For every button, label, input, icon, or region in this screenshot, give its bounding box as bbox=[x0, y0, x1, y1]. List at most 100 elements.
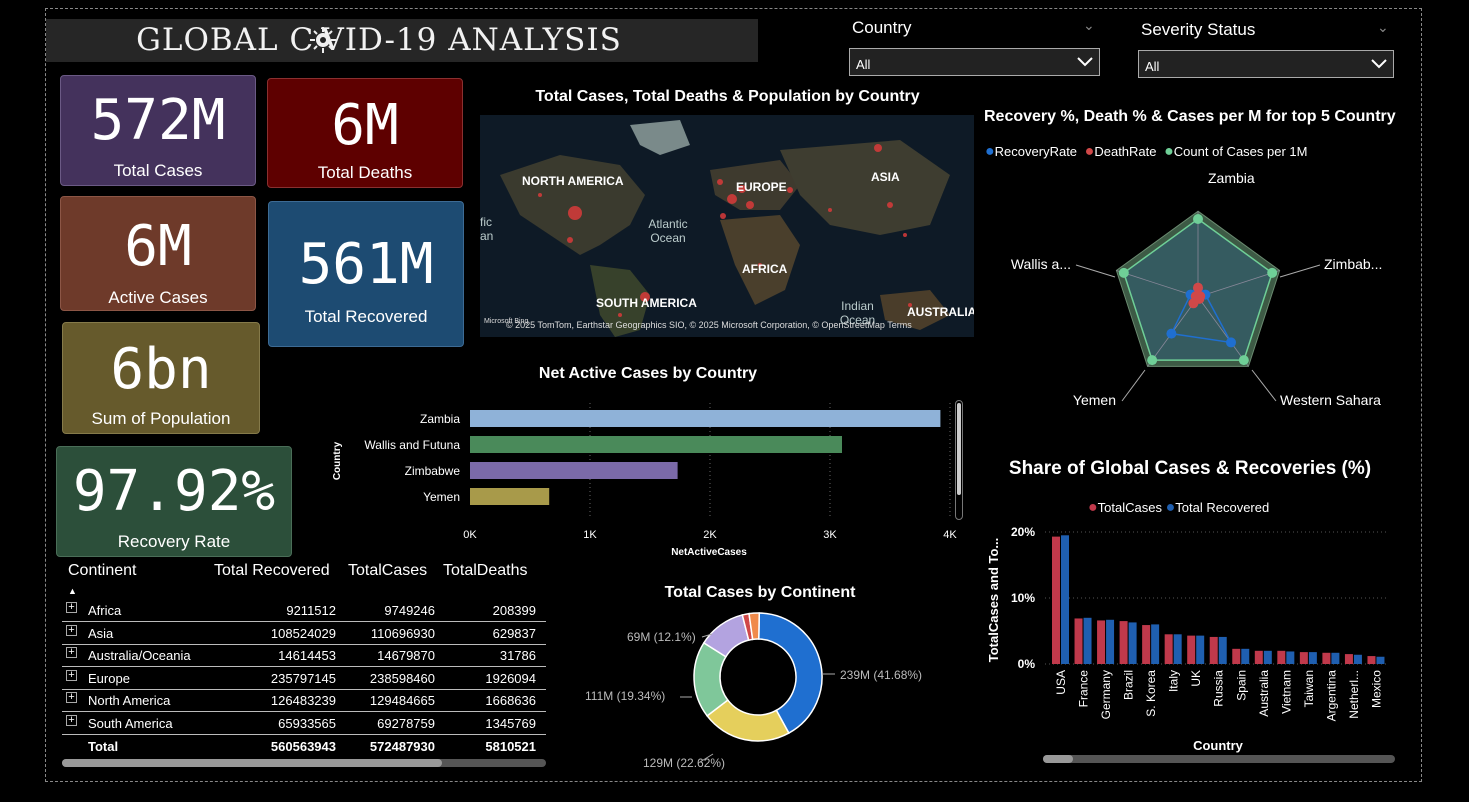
scrollbar-thumb[interactable] bbox=[62, 759, 442, 767]
donut-chart[interactable]: 239M (41.68%) 129M (22.62%) 111M (19.34%) 6… bbox=[570, 612, 960, 772]
column-bar[interactable] bbox=[1187, 635, 1196, 664]
bar-chart-scrollbar[interactable] bbox=[955, 400, 963, 520]
country-dropdown[interactable]: All bbox=[849, 48, 1100, 76]
chevron-down-icon[interactable]: ⌄ bbox=[1083, 18, 1095, 34]
table-row[interactable]: + Africa 9211512 9749246 208399 bbox=[62, 600, 546, 622]
expand-icon[interactable]: + bbox=[66, 669, 77, 681]
world-map[interactable]: NORTH AMERICA EUROPE ASIA Atlantic Ocean… bbox=[480, 115, 974, 337]
radar-point[interactable] bbox=[1267, 267, 1278, 278]
column-bar[interactable] bbox=[1322, 652, 1331, 664]
column-bar[interactable] bbox=[1367, 656, 1376, 664]
table-row[interactable]: + South America 65933565 69278759 1345769 bbox=[62, 713, 546, 735]
column-bar[interactable] bbox=[1209, 636, 1218, 664]
radar-legend: ●RecoveryRate ●DeathRate ●Count of Cases… bbox=[985, 143, 1307, 161]
column-bar[interactable] bbox=[1308, 652, 1317, 664]
column-bar[interactable] bbox=[1173, 634, 1182, 664]
column-chart-scrollbar[interactable] bbox=[1043, 755, 1395, 763]
column-bar[interactable] bbox=[1151, 624, 1160, 664]
expand-icon[interactable]: + bbox=[66, 647, 77, 659]
table-row[interactable]: + Europe 235797145 238598460 1926094 bbox=[62, 668, 546, 690]
radar-point[interactable] bbox=[1238, 355, 1249, 366]
radar-point[interactable] bbox=[1190, 291, 1201, 302]
column-bar[interactable] bbox=[1106, 619, 1115, 664]
column-bar[interactable] bbox=[1254, 650, 1263, 664]
expand-icon[interactable]: + bbox=[66, 602, 77, 613]
donut-slice[interactable] bbox=[757, 612, 823, 735]
column-bar[interactable] bbox=[1218, 636, 1227, 664]
column-header-continent[interactable]: Continent bbox=[68, 562, 137, 579]
donut-slice[interactable] bbox=[748, 612, 761, 641]
radar-chart[interactable]: Zambia Zimbab... Western Sahara Yemen Wallis… bbox=[990, 165, 1400, 415]
cell-continent: Europe bbox=[88, 670, 130, 686]
column-header-recovered[interactable]: Total Recovered bbox=[214, 562, 330, 579]
bar[interactable] bbox=[470, 436, 842, 453]
expand-icon[interactable]: + bbox=[66, 624, 77, 636]
column-bar[interactable] bbox=[1344, 654, 1353, 664]
net-active-bar-chart[interactable]: Zambia Wallis and Futuna Zimbabwe Yemen 0K 1K… bbox=[325, 398, 965, 563]
column-bar[interactable] bbox=[1128, 622, 1137, 664]
table-row[interactable]: + Asia 108524029 110696930 629837 bbox=[62, 623, 546, 645]
map-label-asia: ASIA bbox=[871, 170, 900, 184]
column-bar[interactable] bbox=[1061, 535, 1069, 664]
bar[interactable] bbox=[470, 488, 550, 505]
share-column-chart[interactable]: 0% 10% 20% USA France Germany Brazil S. Korea It… bbox=[980, 520, 1400, 755]
kpi-population[interactable]: 6bn Sum of Population bbox=[62, 322, 260, 434]
chevron-down-icon[interactable]: ⌄ bbox=[1377, 20, 1389, 36]
column-bar[interactable] bbox=[1119, 621, 1128, 664]
column-bar[interactable] bbox=[1074, 618, 1083, 664]
radar-point[interactable] bbox=[1226, 337, 1237, 348]
table-row[interactable]: + Australia/Oceania 14614453 14679870 31786 bbox=[62, 645, 546, 667]
cell-recovered: 108524029 bbox=[270, 625, 336, 641]
expand-icon[interactable]: + bbox=[66, 715, 77, 726]
column-bar[interactable] bbox=[1083, 617, 1092, 664]
slice-label: 239M (41.68%) bbox=[840, 668, 922, 682]
page-title: GLOBAL C VID-19 ANALYSIS bbox=[136, 22, 622, 58]
radar-axis-label: Zambia bbox=[1208, 170, 1255, 186]
column-bar[interactable] bbox=[1353, 654, 1362, 664]
kpi-total-deaths[interactable]: 6M Total Deaths bbox=[267, 78, 463, 188]
column-bar[interactable] bbox=[1241, 648, 1250, 664]
bar[interactable] bbox=[470, 410, 941, 427]
cell-total-deaths: 5810521 bbox=[485, 738, 536, 754]
column-bar[interactable] bbox=[1286, 651, 1295, 664]
severity-dropdown[interactable]: All bbox=[1138, 50, 1394, 78]
x-tick-label: Argentina bbox=[1324, 670, 1338, 722]
kpi-label: Active Cases bbox=[108, 288, 208, 307]
map-label-south-america: SOUTH AMERICA bbox=[596, 296, 697, 310]
x-tick-label: Spain bbox=[1234, 670, 1248, 701]
table-row[interactable]: + North America 126483239 129484665 1668636 bbox=[62, 690, 546, 712]
kpi-value: 561M bbox=[298, 232, 434, 297]
column-bar[interactable] bbox=[1376, 656, 1385, 664]
bar[interactable] bbox=[470, 462, 678, 479]
kpi-recovery-rate[interactable]: 97.92% Recovery Rate bbox=[56, 446, 292, 557]
column-bar[interactable] bbox=[1263, 650, 1272, 664]
radar-point[interactable] bbox=[1193, 214, 1203, 224]
column-bar[interactable] bbox=[1331, 652, 1340, 664]
scrollbar-thumb[interactable] bbox=[1043, 755, 1073, 763]
scrollbar-thumb[interactable] bbox=[957, 403, 961, 495]
table-scrollbar[interactable] bbox=[62, 759, 546, 767]
map-attribution[interactable]: © 2025 TomTom, Earthstar Geographics SIO… bbox=[506, 320, 912, 330]
x-tick-label: Russia bbox=[1212, 670, 1226, 707]
kpi-total-recovered[interactable]: 561M Total Recovered bbox=[268, 201, 464, 347]
cell-total-cases: 572487930 bbox=[369, 738, 435, 754]
radar-point[interactable] bbox=[1118, 267, 1129, 278]
kpi-active-cases[interactable]: 6M Active Cases bbox=[60, 196, 256, 311]
column-header-deaths[interactable]: TotalDeaths bbox=[443, 562, 528, 579]
column-bar[interactable] bbox=[1232, 648, 1241, 664]
column-header-cases[interactable]: TotalCases bbox=[348, 562, 428, 579]
sort-asc-icon[interactable]: ▲ bbox=[68, 586, 77, 596]
radar-point[interactable] bbox=[1193, 282, 1203, 293]
expand-icon[interactable]: + bbox=[66, 692, 77, 704]
radar-point[interactable] bbox=[1166, 328, 1177, 339]
cell-cases: 129484665 bbox=[369, 693, 435, 709]
kpi-total-cases[interactable]: 572M Total Cases bbox=[60, 75, 256, 186]
column-bar[interactable] bbox=[1277, 650, 1286, 664]
column-bar[interactable] bbox=[1097, 620, 1106, 664]
column-bar[interactable] bbox=[1299, 652, 1308, 664]
column-bar[interactable] bbox=[1052, 536, 1060, 664]
column-bar[interactable] bbox=[1196, 635, 1205, 664]
column-bar[interactable] bbox=[1164, 634, 1173, 664]
column-bar[interactable] bbox=[1142, 625, 1151, 664]
radar-point[interactable] bbox=[1147, 355, 1158, 366]
